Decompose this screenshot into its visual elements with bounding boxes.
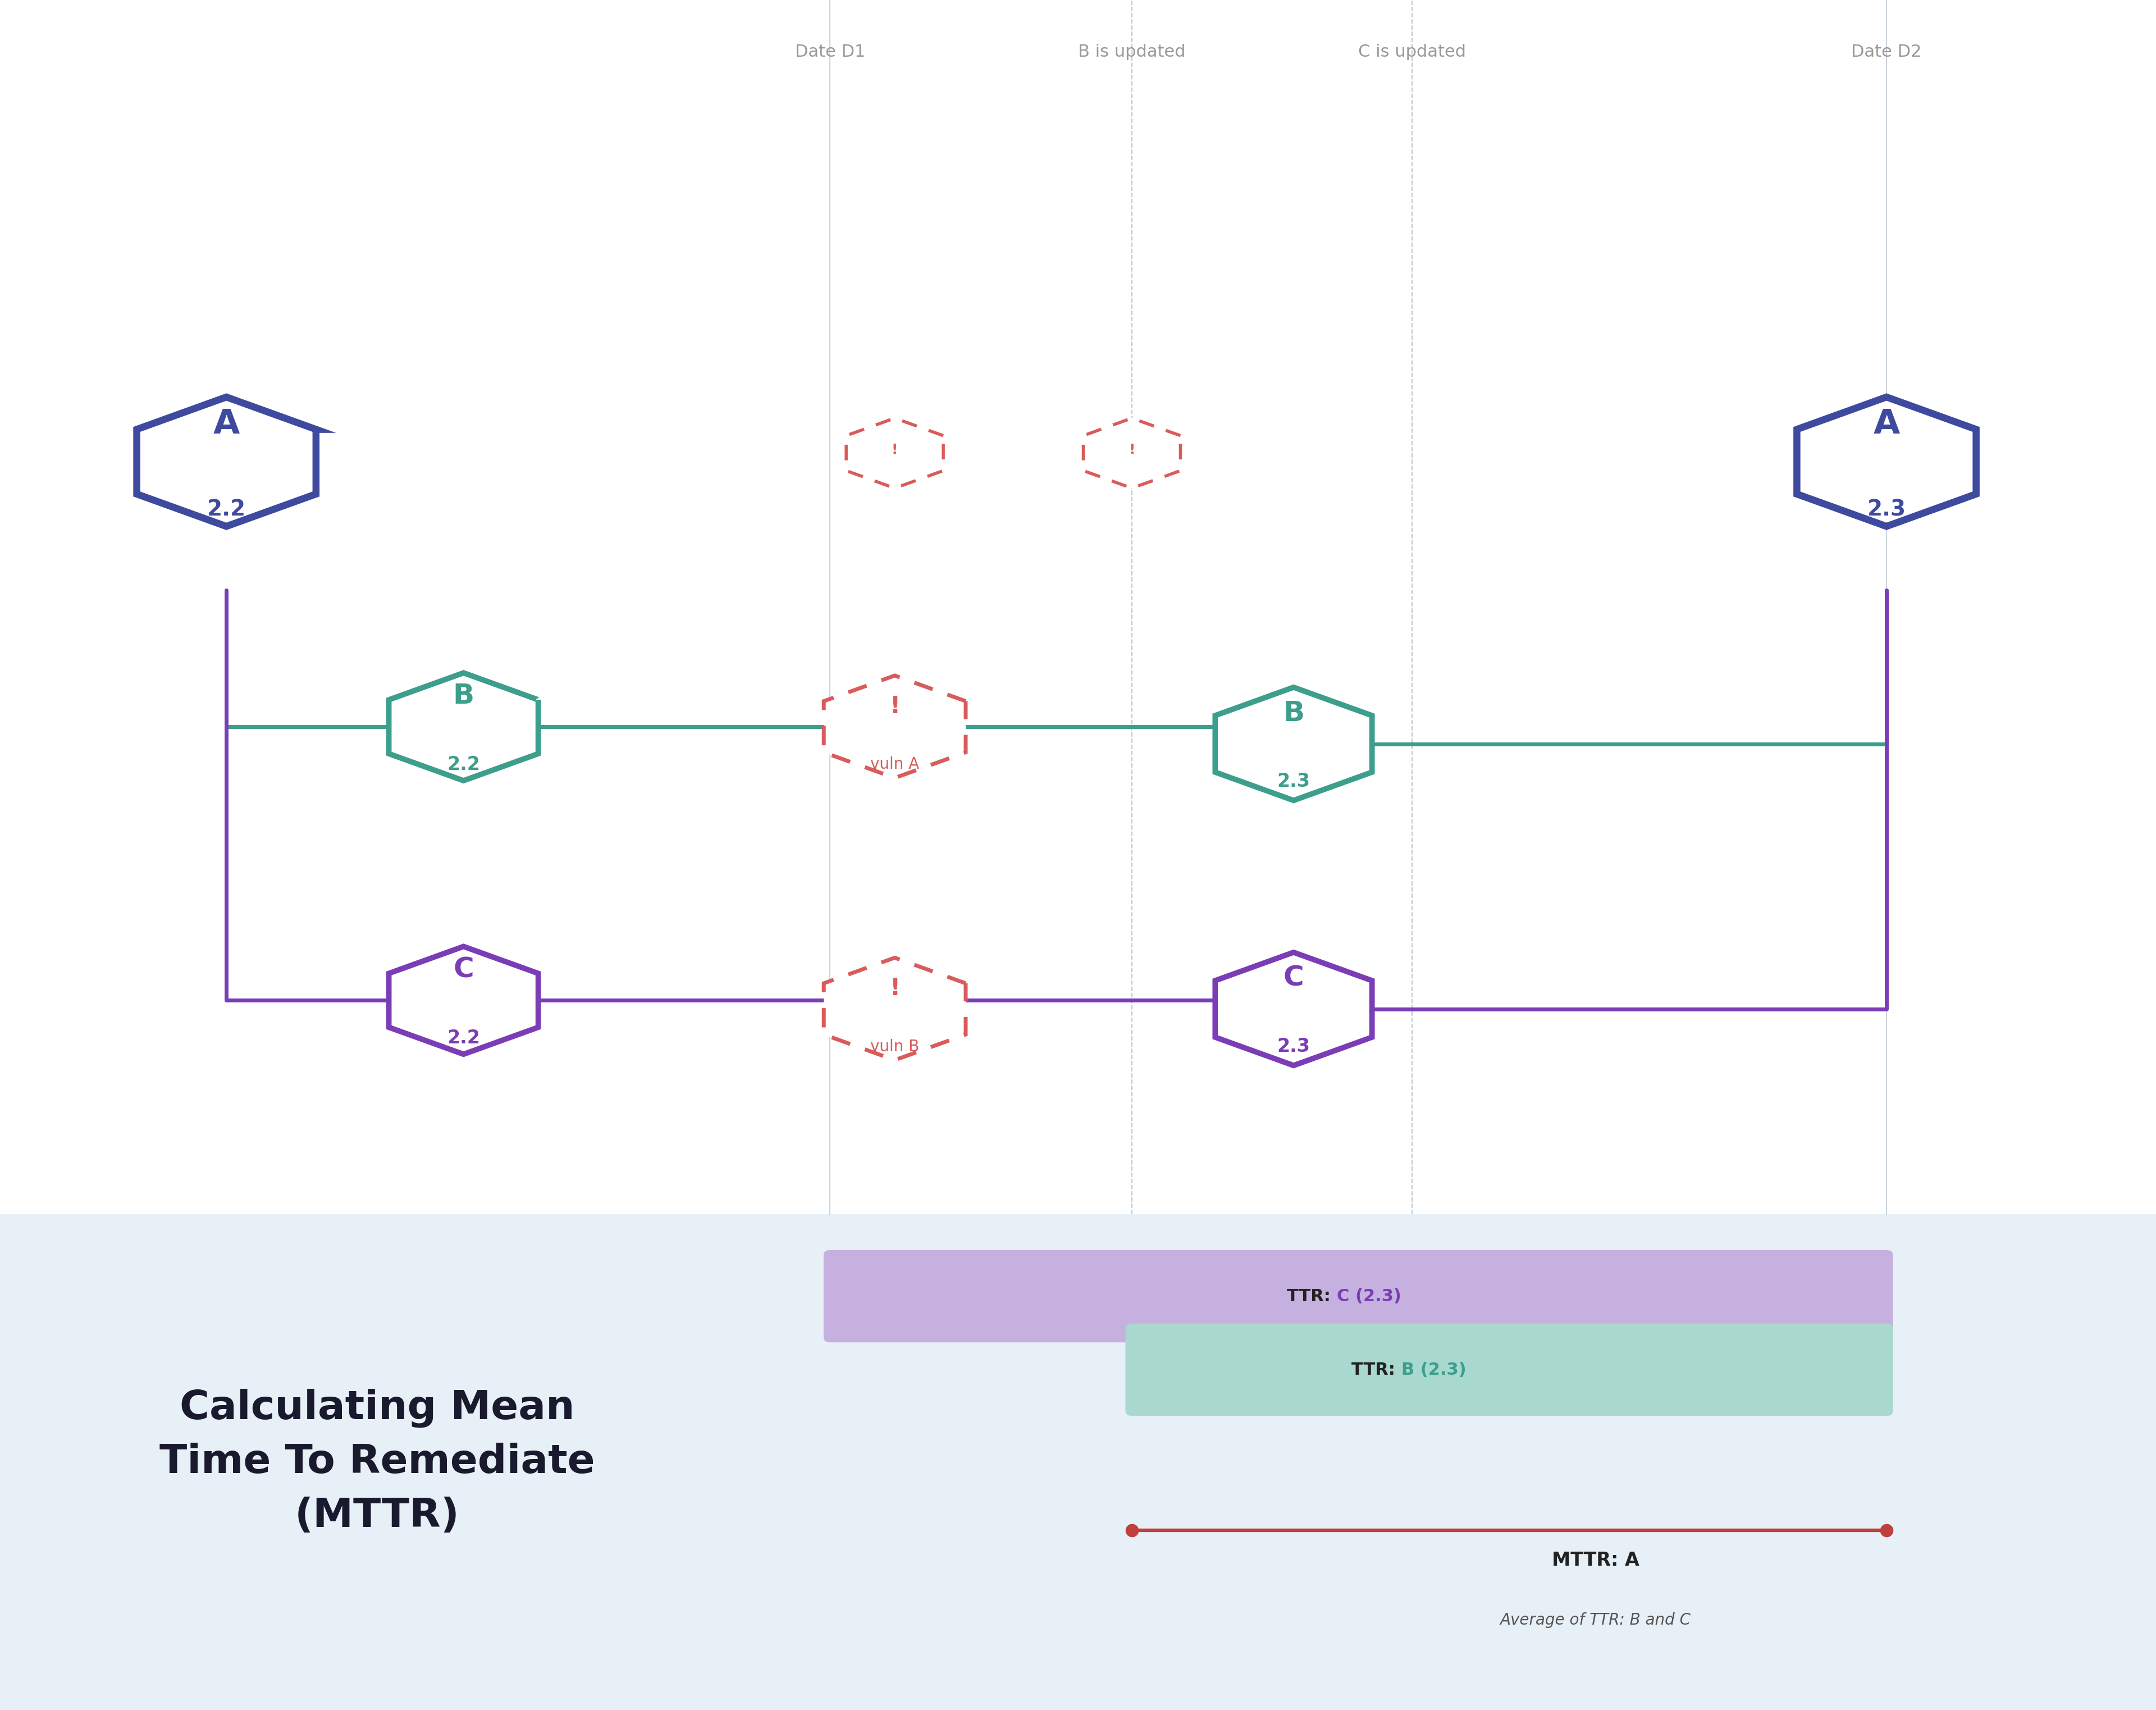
Text: B: B xyxy=(453,682,474,710)
Polygon shape xyxy=(1796,397,1977,527)
Text: 2.2: 2.2 xyxy=(207,499,246,520)
FancyBboxPatch shape xyxy=(0,1214,2156,1710)
Polygon shape xyxy=(388,946,539,1055)
Text: C: C xyxy=(453,956,474,983)
Text: 2.2: 2.2 xyxy=(446,1029,481,1047)
Text: 2.3: 2.3 xyxy=(1276,773,1311,790)
Text: Calculating Mean
Time To Remediate
(MTTR): Calculating Mean Time To Remediate (MTTR… xyxy=(160,1389,595,1536)
Text: Date D2: Date D2 xyxy=(1852,43,1921,60)
Polygon shape xyxy=(845,419,944,487)
Text: TTR:: TTR: xyxy=(1352,1361,1401,1378)
Text: !: ! xyxy=(893,443,897,457)
Polygon shape xyxy=(1082,419,1181,487)
Text: B (2.3): B (2.3) xyxy=(1401,1361,1466,1378)
Polygon shape xyxy=(388,672,539,781)
Text: C: C xyxy=(1283,964,1304,992)
Text: C (2.3): C (2.3) xyxy=(1337,1288,1401,1305)
Polygon shape xyxy=(1216,687,1371,800)
Text: B is updated: B is updated xyxy=(1078,43,1186,60)
Text: 2.3: 2.3 xyxy=(1276,1038,1311,1055)
Text: vuln A: vuln A xyxy=(871,756,918,773)
Text: Date D1: Date D1 xyxy=(796,43,865,60)
Text: Average of TTR: B and C: Average of TTR: B and C xyxy=(1501,1613,1690,1628)
FancyBboxPatch shape xyxy=(824,1250,1893,1342)
Text: B: B xyxy=(1283,699,1304,727)
Polygon shape xyxy=(824,675,966,778)
Text: A: A xyxy=(1874,407,1899,441)
Text: !: ! xyxy=(1130,443,1134,457)
Text: 2.2: 2.2 xyxy=(446,756,481,773)
Text: A: A xyxy=(213,407,239,441)
FancyBboxPatch shape xyxy=(1125,1324,1893,1416)
Polygon shape xyxy=(1216,952,1371,1065)
Polygon shape xyxy=(824,958,966,1060)
Text: !: ! xyxy=(890,694,899,718)
Text: vuln B: vuln B xyxy=(871,1038,918,1055)
Text: TTR:: TTR: xyxy=(1287,1288,1337,1305)
Polygon shape xyxy=(136,397,317,527)
Text: !: ! xyxy=(890,976,899,1000)
Text: MTTR: A: MTTR: A xyxy=(1552,1551,1639,1570)
Text: C is updated: C is updated xyxy=(1358,43,1466,60)
Text: 2.3: 2.3 xyxy=(1867,499,1906,520)
